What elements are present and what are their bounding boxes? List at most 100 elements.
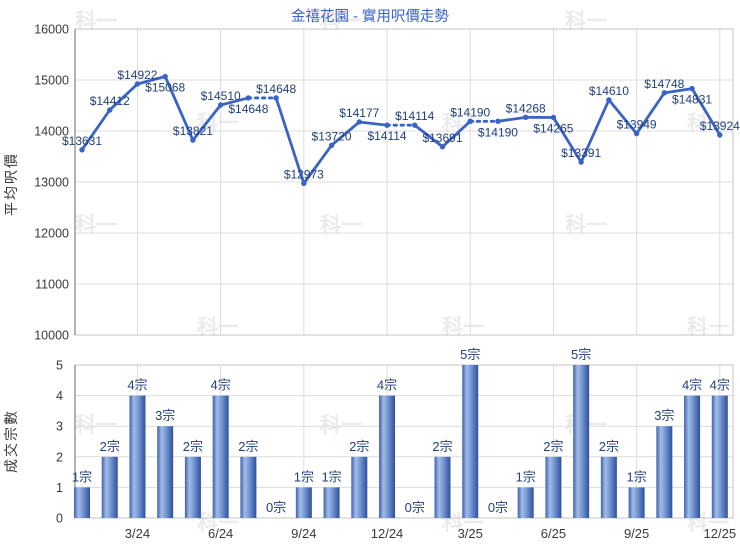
price-point-label: $14412 [90,94,130,108]
volume-y-tick-label: 3 [56,420,63,434]
x-tick-label: 9/24 [291,526,316,541]
volume-bar-label: 0宗 [266,500,286,515]
price-line-segment [607,98,638,136]
price-point-label: $14610 [589,84,629,98]
price-y-tick-label: 15000 [34,74,69,88]
price-point-label: $14831 [672,93,712,107]
price-line-segment [441,119,472,149]
price-line-segment [552,116,583,164]
volume-bar-label: 2宗 [599,439,619,454]
volume-y-tick-label: 0 [56,512,63,526]
price-point-label: $12973 [284,167,324,181]
price-point-label: $13821 [173,124,213,138]
price-y-tick-label: 11000 [35,278,69,292]
volume-bar-label: 2宗 [349,439,369,454]
x-tick-label: 6/24 [208,526,233,541]
volume-y-tick-label: 2 [56,450,63,464]
price-line-segment [662,87,694,95]
price-line-segment [219,96,250,107]
price-point-marker [217,102,224,108]
volume-bar [74,487,90,518]
price-point-marker [412,122,418,128]
price-point-marker [245,95,252,101]
volume-bar-label: 2宗 [238,439,258,454]
volume-bar-label: 2宗 [183,439,203,454]
price-line-segment [274,96,306,185]
price-point-marker [356,119,362,125]
price-point-marker [439,144,446,150]
volume-bar-label: 0宗 [488,500,508,515]
volume-bar [184,456,201,518]
price-point-marker [273,95,279,101]
price-line-segment [108,82,139,112]
price-point-label: $14648 [256,82,296,96]
volume-bar [434,456,451,518]
price-point-label: $14648 [228,102,268,116]
volume-bar-label: 5宗 [571,347,591,362]
price-line-segment [136,75,167,86]
price-line-segment [413,123,444,149]
volume-bar-label: 4宗 [211,378,231,393]
volume-bar [323,487,340,518]
volume-bar-label: 4宗 [710,378,730,393]
volume-y-tick-label: 5 [56,359,63,373]
volume-axis-title: 成交宗數 [3,409,19,473]
x-tick-label: 3/25 [458,526,483,541]
price-line-segment [357,120,389,127]
price-point-marker [190,137,196,143]
price-point-label: $13720 [312,129,352,143]
price-y-tick-label: 12000 [34,227,69,241]
volume-bar-label: 2宗 [432,439,452,454]
price-point-marker [717,132,723,138]
price-point-label: $13631 [62,134,102,148]
price-line-segment [191,103,223,142]
price-point-label: $13924 [700,119,740,133]
price-point-marker [328,142,335,148]
volume-bar [573,365,590,518]
price-point-label: $14265 [533,121,573,135]
volume-bar [212,395,229,518]
price-point-marker [522,114,529,121]
volume-bar-label: 4宗 [682,378,702,393]
x-tick-label: 12/25 [704,526,737,541]
price-point-marker [107,107,113,113]
watermark-text: 科一 [75,413,117,437]
price-point-marker [689,85,695,92]
price-point-marker [578,159,584,165]
volume-bar [711,395,728,518]
price-axis-title: 平均呎價 [3,152,19,216]
price-point-marker [495,118,501,125]
price-point-label: $14177 [339,106,379,120]
volume-bar-label: 1宗 [321,469,341,484]
volume-bar [157,426,174,518]
price-y-tick-label: 14000 [34,125,69,139]
price-point-marker [467,118,473,125]
volume-bar [379,395,396,518]
price-point-marker [162,73,168,80]
volume-bar [600,456,617,518]
price-line-segment [330,120,361,147]
volume-bar-label: 4宗 [127,378,147,393]
volume-bar [462,365,479,518]
volume-y-tick-label: 1 [56,481,63,495]
volume-bar-label: 3宗 [654,408,674,423]
price-point-marker [384,122,390,128]
price-point-label: $13391 [561,146,601,160]
x-tick-label: 3/24 [125,526,150,541]
price-point-label: $14114 [395,109,434,123]
price-line-segment [302,143,333,185]
price-point-marker [606,97,612,103]
price-point-marker [134,81,141,87]
volume-bar [545,456,562,518]
price-point-label: $14190 [450,105,490,119]
price-point-label: $14190 [478,125,518,139]
price-point-label: $15068 [145,81,185,95]
price-point-marker [633,130,640,137]
volume-y-tick-label: 4 [56,389,63,403]
volume-bar-label: 1宗 [516,469,536,484]
volume-bar [517,487,534,518]
volume-bar [656,426,673,518]
volume-bar-label: 1宗 [72,469,92,484]
